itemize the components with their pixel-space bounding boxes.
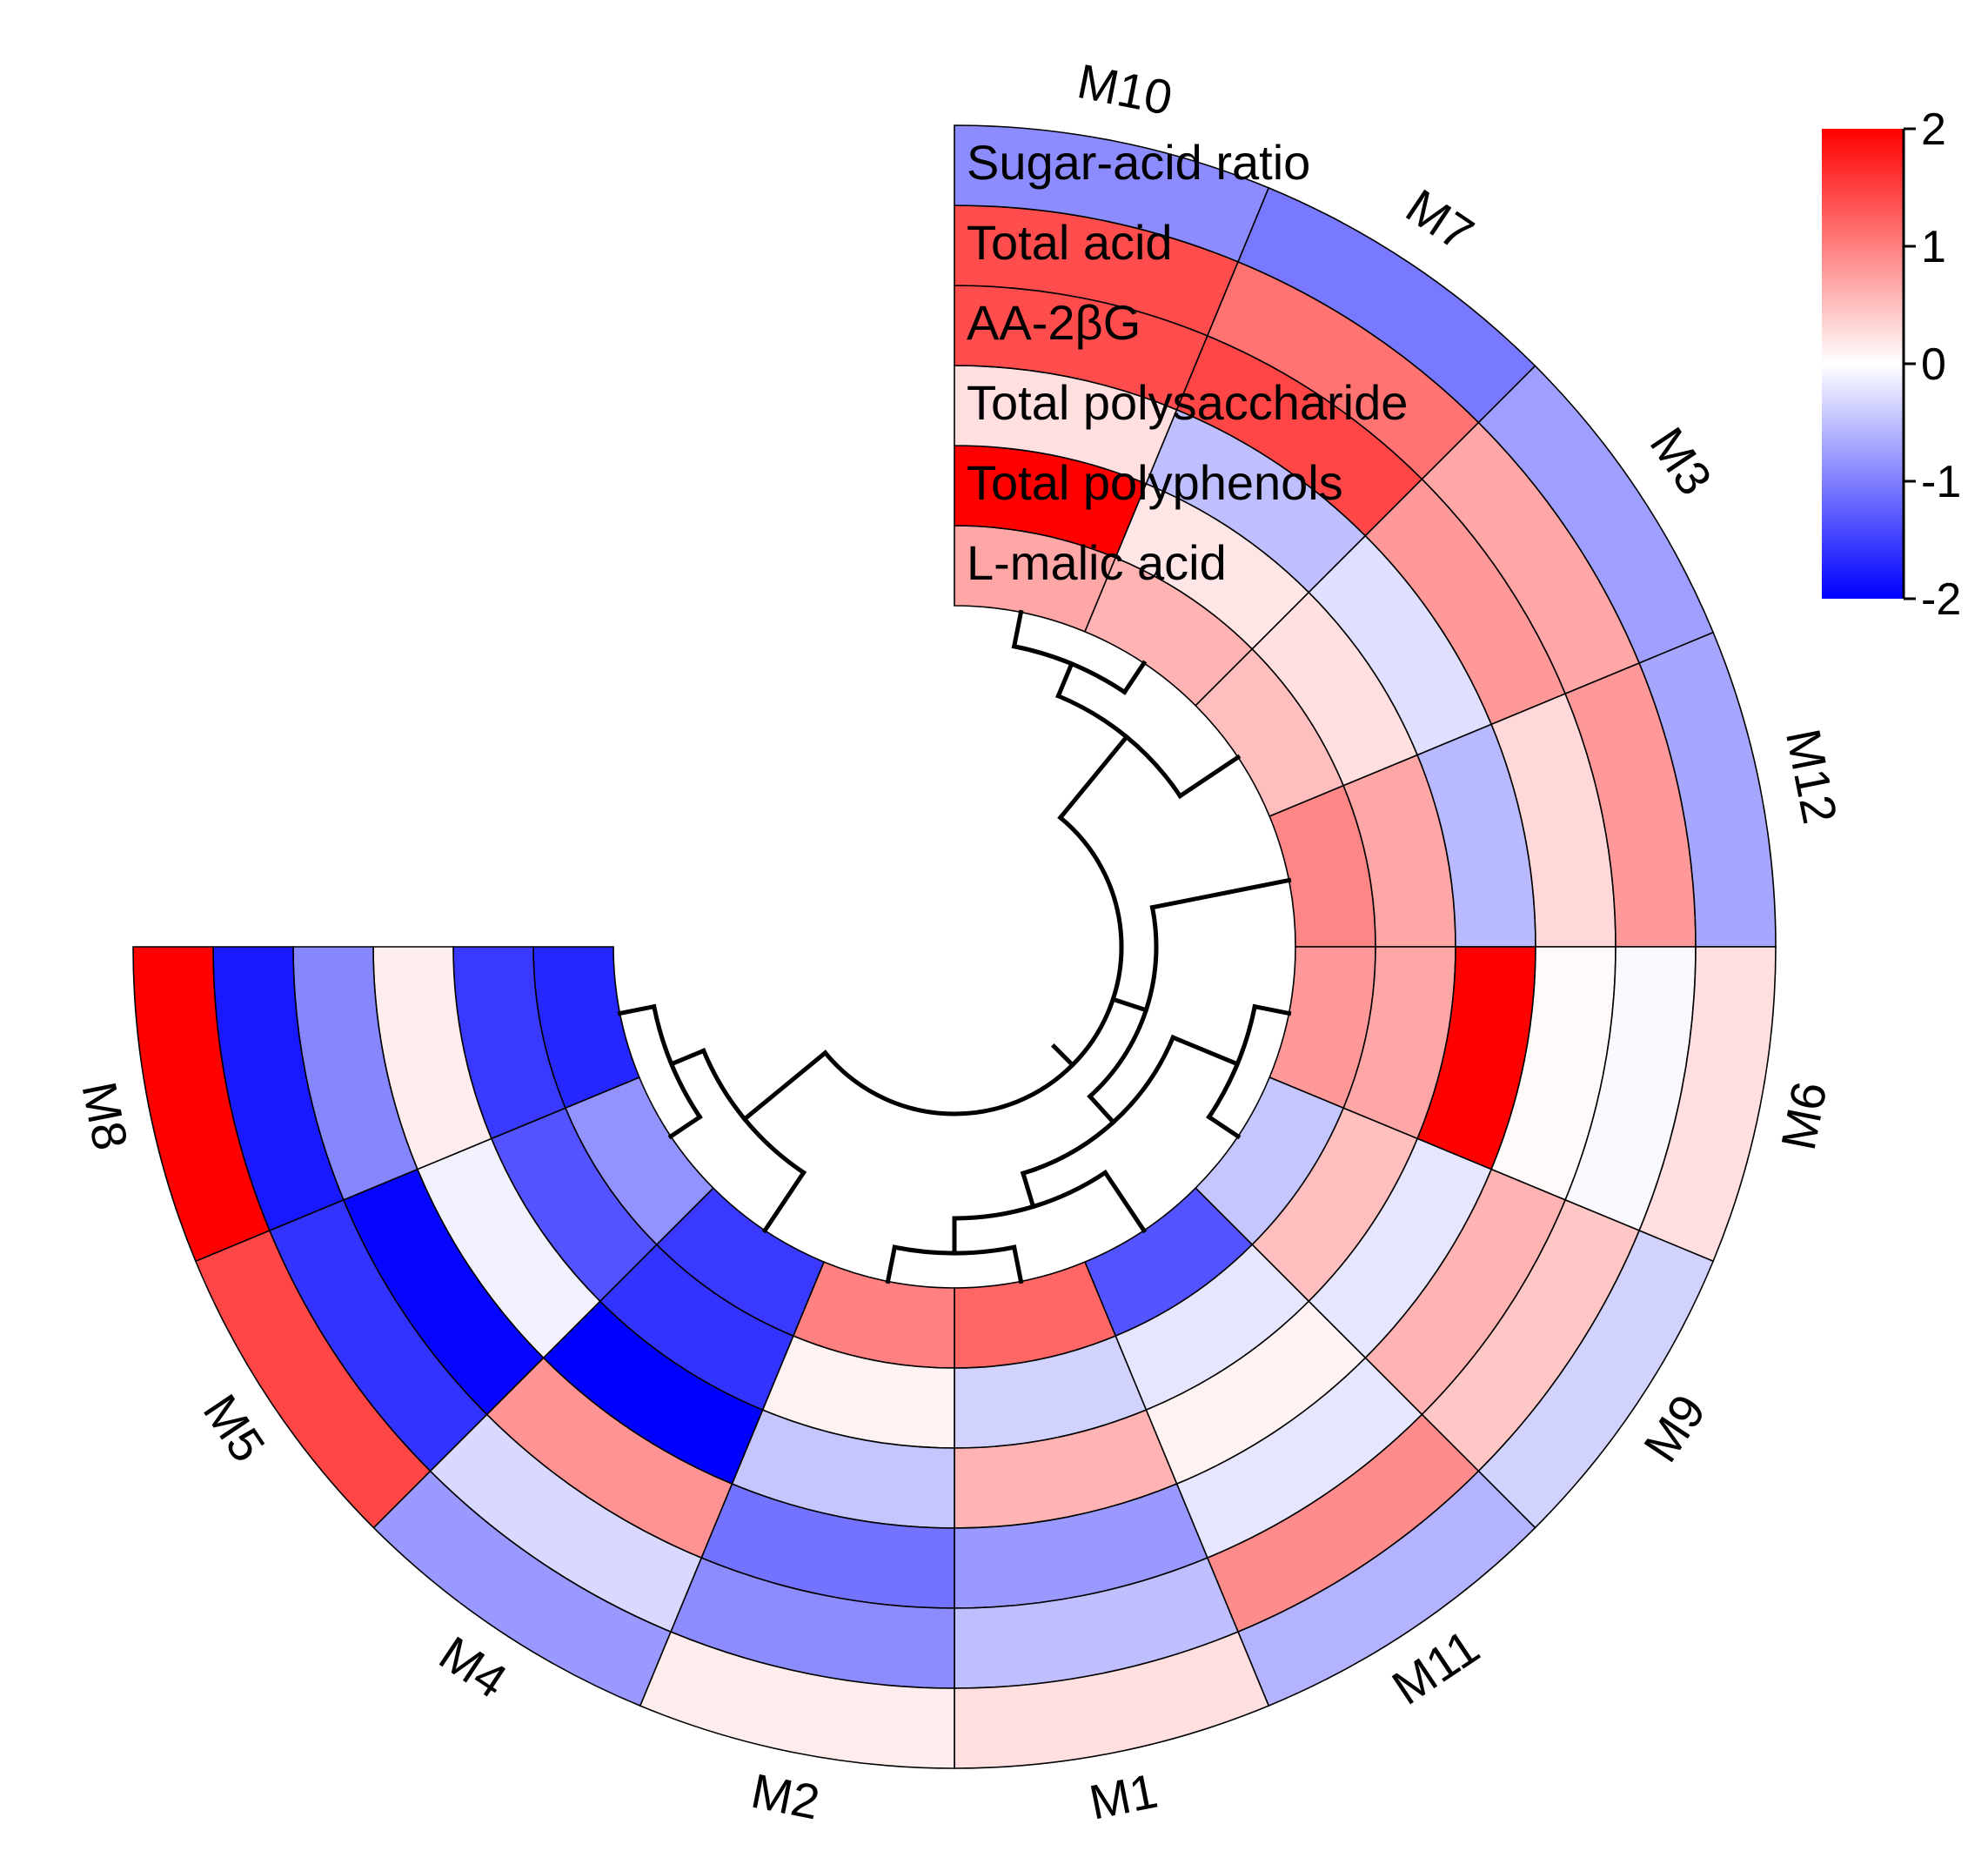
- dendrogram-branch-19: [1087, 1093, 1117, 1126]
- sample-label-m9: M9: [1633, 1385, 1717, 1472]
- sample-label-m3: M3: [1640, 418, 1724, 505]
- dendrogram-branch-10: [885, 1244, 898, 1284]
- dendrogram-branch-21: [667, 1114, 703, 1140]
- sample-label-m1: M1: [1085, 1763, 1162, 1830]
- dendrogram-branch-6: [1252, 1003, 1292, 1016]
- row-label-l-malic-acid: L-malic acid: [967, 535, 1227, 590]
- dendrogram-branch-18: [1149, 877, 1292, 910]
- dendrogram-branch-1: [1121, 660, 1148, 695]
- cell-m8-sugar-acid-ratio: [132, 946, 271, 1263]
- colorbar-tick-label-3: -1: [1921, 457, 1961, 507]
- sample-label-m4: M4: [430, 1626, 517, 1709]
- row-label-total-polyphenols: Total polyphenols: [967, 455, 1343, 510]
- sample-label-m12: M12: [1776, 724, 1848, 828]
- dendrogram-branch-16: [1020, 1170, 1036, 1210]
- dendrogram-branch-25: [668, 1048, 707, 1067]
- colorbar: 2 1 0 -1 -2: [1822, 104, 1961, 625]
- colorbar-tick-label-1: 1: [1921, 222, 1946, 272]
- dendrogram-branch-3: [1055, 661, 1074, 700]
- row-label-total-polysaccharide: Total polysaccharide: [967, 375, 1408, 430]
- sample-label-m8: M8: [71, 1077, 138, 1155]
- dendrogram-branch-7: [1206, 1114, 1242, 1140]
- row-label-aa-2-g: AA-2βG: [967, 295, 1141, 350]
- colorbar-tick-label-4: -2: [1921, 574, 1961, 625]
- dendrogram-branch-28: [1110, 996, 1149, 1013]
- sample-label-m10: M10: [1073, 53, 1176, 125]
- row-label-sugar-acid-ratio: Sugar-acid ratio: [967, 135, 1310, 190]
- dendrogram-branch-4: [1176, 754, 1242, 800]
- dendrogram-branch-29: [741, 1050, 829, 1123]
- dendrogram-branch-24: [761, 1169, 807, 1234]
- sample-label-m5: M5: [193, 1385, 277, 1472]
- colorbar-gradient: [1822, 129, 1904, 599]
- sample-label-m6: M6: [1770, 1077, 1837, 1155]
- dendrogram: [617, 609, 1292, 1284]
- colorbar-tick-label-0: 2: [1921, 104, 1946, 155]
- dendrogram-branch-27: [1057, 734, 1130, 821]
- dendrogram-root: [1051, 1043, 1076, 1069]
- dendrogram-branch-22: [617, 1003, 657, 1016]
- row-labels: L-malic acid Total polyphenols Total polys…: [967, 135, 1408, 590]
- dendrogram-branch-0: [1011, 609, 1024, 649]
- sample-label-m7: M7: [1396, 178, 1483, 262]
- dendrogram-branch-15: [1170, 1034, 1241, 1067]
- dendrogram-arc-30: [822, 815, 1124, 1117]
- dendrogram-branch-9: [1011, 1244, 1024, 1284]
- colorbar-tick-label-2: 0: [1921, 339, 1946, 390]
- row-label-total-acid: Total acid: [967, 215, 1173, 270]
- sample-label-m2: M2: [747, 1763, 825, 1830]
- dendrogram-branch-12: [1101, 1169, 1148, 1234]
- heatmap-cells: [132, 124, 1777, 1769]
